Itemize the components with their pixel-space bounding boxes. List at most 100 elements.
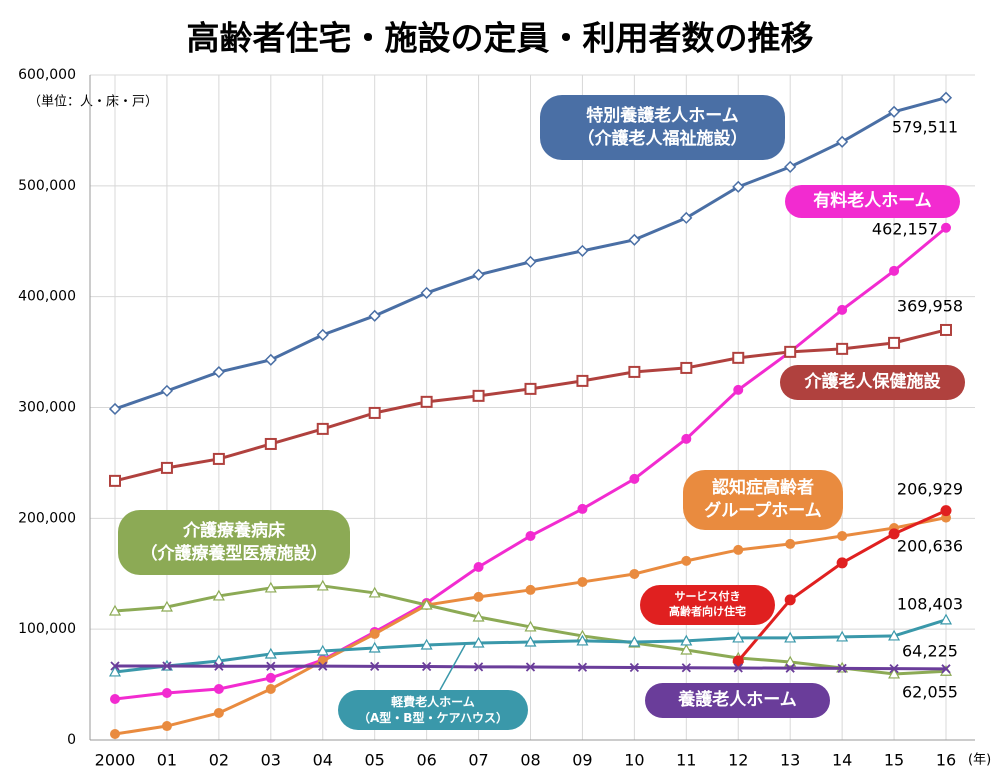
marker [888, 629, 901, 641]
value-label: 200,636 [897, 537, 963, 556]
marker [681, 663, 691, 673]
marker [265, 672, 276, 683]
marker [370, 661, 380, 672]
marker [784, 655, 797, 667]
marker [629, 568, 640, 579]
value-label: 62,055 [902, 683, 958, 702]
marker [108, 665, 122, 677]
marker [368, 406, 381, 419]
marker [680, 643, 693, 655]
marker [784, 594, 796, 606]
marker [368, 309, 381, 322]
marker [369, 628, 380, 639]
marker [940, 323, 952, 336]
marker [161, 721, 172, 732]
series-callout: サービス付き 高齢者向け住宅 [640, 585, 775, 625]
marker [212, 589, 225, 601]
marker [214, 661, 224, 671]
marker [316, 579, 329, 591]
marker [473, 591, 484, 602]
x-tick-label: 04 [313, 751, 333, 770]
marker [733, 544, 744, 555]
marker [576, 244, 589, 257]
marker [577, 503, 588, 514]
marker [316, 328, 329, 341]
marker [732, 655, 744, 667]
x-tick-label: 12 [728, 751, 748, 770]
marker [472, 636, 485, 648]
marker [889, 663, 899, 674]
marker [162, 661, 172, 671]
x-tick-label: 02 [209, 751, 229, 770]
value-label: 462,157 [872, 220, 938, 239]
value-label: 108,403 [897, 595, 963, 614]
marker [213, 684, 224, 695]
marker [213, 707, 224, 718]
marker [680, 634, 693, 646]
x-tick-label: 16 [936, 751, 956, 770]
marker [160, 384, 173, 397]
unit-label: （単位：人・床・戸） [28, 94, 158, 110]
y-tick-label: 300,000 [18, 400, 76, 416]
marker [628, 365, 641, 378]
marker [110, 729, 120, 740]
value-label: 369,958 [897, 297, 963, 316]
x-unit: (年) [968, 753, 991, 768]
marker [939, 613, 953, 625]
marker [681, 555, 692, 566]
marker [836, 557, 848, 569]
value-label: 579,511 [892, 118, 958, 137]
marker [420, 286, 433, 299]
marker [888, 336, 901, 349]
marker [577, 662, 588, 672]
value-label: 206,929 [897, 480, 963, 499]
marker [266, 661, 276, 671]
marker [837, 663, 847, 674]
marker [524, 635, 537, 647]
marker [160, 600, 173, 612]
marker [939, 91, 953, 104]
marker [732, 631, 745, 643]
marker [836, 135, 849, 148]
marker [628, 635, 641, 647]
y-tick-label: 500,000 [18, 178, 76, 194]
marker [784, 345, 797, 358]
marker [940, 505, 952, 517]
x-tick-label: 2000 [95, 751, 136, 770]
series-callout: 有料老人ホーム [785, 185, 960, 218]
marker [368, 586, 381, 598]
marker [888, 528, 900, 540]
chart-title: 高齢者住宅・施設の定員・利用者数の推移 [187, 19, 814, 58]
marker [108, 402, 122, 416]
y-tick-label: 100,000 [18, 621, 76, 637]
marker [472, 268, 485, 281]
marker [524, 255, 537, 268]
marker [421, 661, 432, 672]
marker [368, 641, 381, 653]
x-tick-label: 13 [780, 751, 800, 770]
marker [733, 663, 743, 673]
marker [525, 530, 536, 541]
marker [629, 662, 640, 673]
marker [577, 576, 588, 587]
x-tick-label: 09 [572, 751, 592, 770]
marker [784, 631, 797, 643]
marker [629, 473, 640, 484]
series-callout: 養護老人ホーム [645, 683, 830, 718]
marker [472, 610, 485, 622]
series-callout: 軽費老人ホーム （A型・B型・ケアハウス） [338, 690, 528, 730]
marker [784, 160, 797, 173]
x-tick-label: 01 [157, 751, 177, 770]
y-tick-label: 0 [67, 732, 76, 748]
y-tick-label: 200,000 [18, 510, 76, 526]
marker [264, 581, 277, 593]
x-tick-label: 05 [365, 751, 385, 770]
marker [316, 422, 329, 435]
marker [473, 561, 484, 572]
marker [680, 211, 693, 224]
marker [264, 437, 277, 450]
x-tick-label: 11 [676, 751, 696, 770]
marker [680, 361, 693, 374]
marker [420, 395, 433, 408]
x-tick-label: 10 [624, 751, 644, 770]
